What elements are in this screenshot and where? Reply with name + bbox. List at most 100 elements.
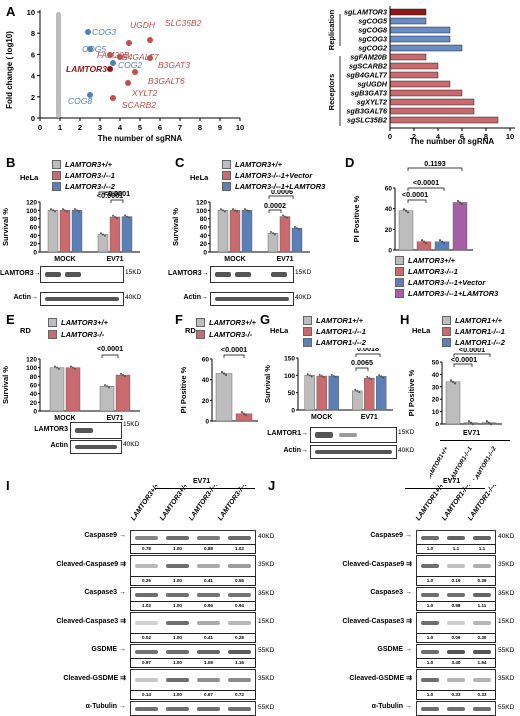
legend-swatch	[222, 160, 231, 169]
panel-d-legend-vector: LAMTOR3-/--1+Vector	[395, 278, 485, 287]
blot-band	[447, 706, 465, 711]
panel-label-g: G	[260, 312, 271, 327]
p-value: 0.0006	[271, 190, 293, 196]
scatter-y-tick-label: 10	[27, 8, 35, 17]
y-axis-label: PI Positive %	[179, 366, 188, 413]
panel-g-blot-lamtor1	[310, 427, 397, 443]
data-dot	[270, 231, 272, 234]
quant-value: 1.0	[426, 635, 434, 640]
y-tick-label: 120	[26, 200, 37, 207]
blot-band	[75, 445, 117, 449]
y-tick-label: 120	[26, 357, 37, 364]
blot-kd: 35KD	[498, 561, 515, 568]
data-dot	[294, 226, 296, 229]
bar-3	[452, 202, 468, 251]
scatter-point-cog8	[87, 92, 93, 98]
scatter-x-tick-label: 8	[198, 123, 202, 132]
bar-ev71-1	[115, 374, 131, 412]
blot-quantification: 1.03 1.00 0.96 0.94	[130, 601, 256, 611]
scatter-label-ugdh: UGDH	[130, 20, 156, 30]
legend-swatch	[48, 330, 57, 339]
legend-swatch	[442, 327, 451, 336]
panel-h-xcat: LAMTOR1-/--1	[449, 445, 474, 480]
hbar-sgcog8	[389, 26, 451, 34]
quant-value: 0.41	[204, 578, 213, 583]
bar-ev71-2	[376, 376, 387, 411]
blot-band	[166, 535, 189, 540]
quant-value: 1.00	[173, 578, 182, 583]
quant-value: 1.03	[142, 603, 151, 608]
blot--tubulin	[130, 701, 256, 716]
quant-value: 0.14	[142, 692, 151, 697]
legend-swatch	[395, 256, 404, 265]
blot-band	[166, 621, 189, 625]
blot-band	[45, 297, 119, 301]
hbar-sgugdh	[389, 80, 451, 88]
quant-value: 1.0	[426, 603, 434, 608]
legend-swatch	[303, 316, 312, 325]
panel-e-blot-label-lamtor3: LAMTOR3	[34, 426, 68, 433]
panel-i-lane: LAMTOR3-/--2	[217, 485, 249, 522]
x-tick-label: EV71	[361, 414, 378, 421]
panel-label-a: A	[6, 4, 16, 19]
data-dot	[236, 210, 238, 213]
scatter-point-cog3	[85, 29, 91, 35]
bar-mock-2	[71, 210, 83, 253]
blot-kd: 40KD	[258, 532, 275, 540]
data-dot	[460, 202, 464, 206]
data-dot	[284, 215, 286, 218]
blot-cleaved-caspase3	[130, 612, 256, 634]
blot-band	[473, 649, 491, 654]
data-dot	[282, 214, 284, 217]
data-dot	[469, 421, 473, 424]
scatter-x-tick-label: 0	[38, 123, 42, 132]
p-value: 0.0002	[264, 201, 286, 210]
hbar-label: sgCOG2	[358, 44, 387, 53]
scatter-ylabel: Fold change ( log10)	[5, 31, 14, 109]
panel-g-cell-line: HeLa	[270, 326, 289, 335]
bar-ev71-0	[352, 390, 363, 411]
data-dot	[242, 412, 246, 415]
blot-band	[135, 621, 158, 625]
scatter-label-cog2: COG2	[118, 60, 142, 70]
data-dot	[487, 421, 491, 424]
panel-f-chart: PI Positive % 0 20 40 60 <0.0001	[179, 345, 258, 426]
bar-mock-0	[304, 375, 315, 411]
blot-label: Cleaved-Caspase9 ⇉	[342, 561, 412, 568]
scatter-y-tick-label: 8	[31, 29, 35, 38]
quant-value: 0.94	[235, 603, 244, 608]
blot-gsdme	[416, 644, 496, 659]
x-tick-label: EV71	[106, 256, 123, 263]
panel-c-cell-line: HeLa	[190, 173, 209, 182]
legend-swatch	[52, 160, 61, 169]
y-tick-label: 60	[200, 225, 208, 232]
blot-band	[228, 678, 251, 682]
x-tick-label: MOCK	[54, 256, 75, 263]
panel-b-blot-label-lamtor3: LAMTOR3→	[0, 270, 41, 277]
panel-c-blot-actin	[210, 292, 294, 306]
panel-c-kd-15: 15KD	[295, 269, 312, 276]
panel-c-legend-wt: LAMTOR3+/+	[222, 160, 282, 169]
significance-bracket	[355, 353, 381, 357]
bar-ev71-0	[99, 386, 115, 412]
panel-h-xcats: LAMTOR1+/+ LAMTOR1-/--1 LAMTOR1-/--2	[430, 445, 498, 480]
bar-mock-0	[49, 367, 65, 412]
blot-band	[135, 564, 158, 568]
blot-quantification: 0.02 1.00 0.41 0.28	[130, 633, 256, 643]
data-dot	[104, 384, 106, 387]
blot-kd: 55KD	[498, 646, 515, 654]
data-dot	[66, 210, 68, 213]
blot-band	[473, 535, 491, 540]
panel-b-legend-ko2: LAMTOR3-/--2	[52, 182, 115, 191]
data-dot	[489, 423, 493, 426]
bar-0	[215, 373, 233, 422]
data-dot	[102, 233, 104, 236]
y-tick-label: 20	[432, 397, 440, 404]
hbar-x-tick-label: 4	[436, 132, 441, 141]
blot-band	[197, 678, 220, 682]
blot-band	[166, 706, 189, 711]
bar-ev71-2	[291, 228, 303, 253]
y-axis-label: Survival %	[1, 366, 10, 404]
data-dot	[54, 210, 56, 213]
